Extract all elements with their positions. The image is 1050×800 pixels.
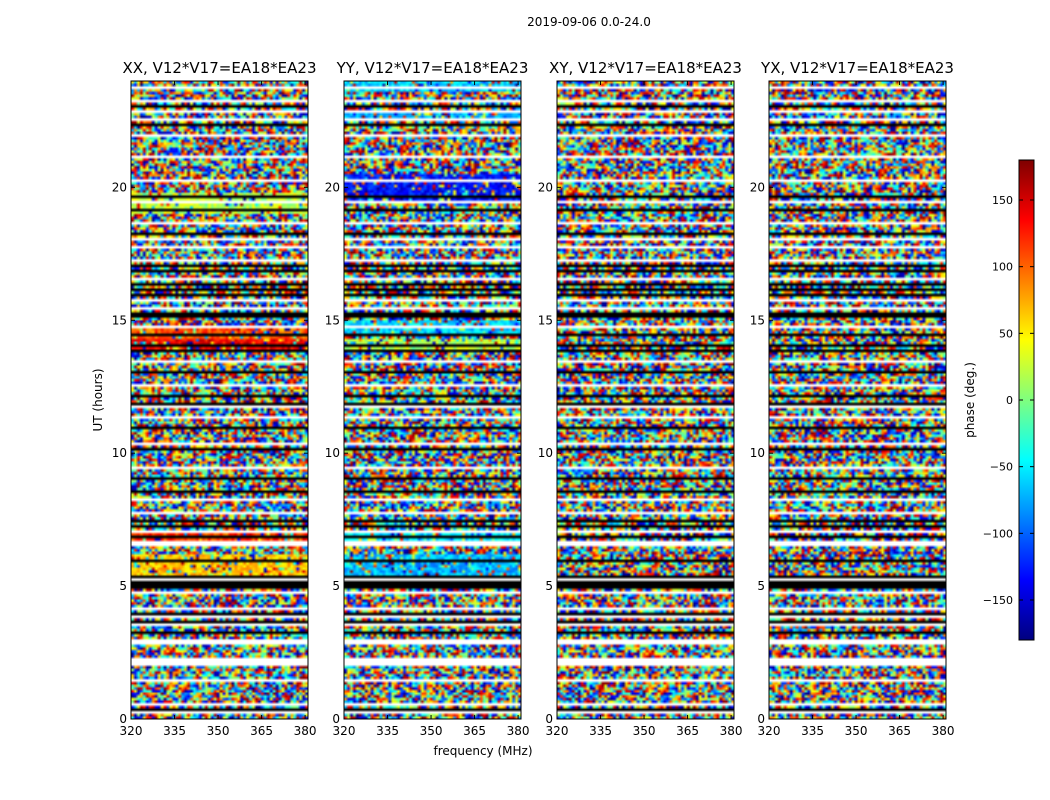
- plot-frame: [343, 80, 522, 720]
- x-tick-label: 380: [507, 724, 530, 738]
- panel-xx: XX, V12*V17=EA18*EA23 320 335 350 365 380 0 5 10…: [112, 59, 317, 738]
- panel-title: XY, V12*V17=EA18*EA23: [549, 59, 742, 77]
- heatmap-image: [557, 81, 734, 719]
- plot-frame: [768, 80, 947, 720]
- panel-yy: YY, V12*V17=EA18*EA23 320 335 350 365 380 0 5 10…: [325, 59, 530, 738]
- y-tick-label: 20: [750, 180, 765, 194]
- x-tick-label: 365: [888, 724, 911, 738]
- x-tick-label: 335: [376, 724, 399, 738]
- x-tick-label: 320: [120, 724, 143, 738]
- y-tick-label: 5: [119, 579, 127, 593]
- colorbar-tick-label: −100: [983, 527, 1013, 540]
- colorbar-ticks: 150 100 50 0 −50 −100 −150: [983, 194, 1034, 607]
- plot-frame: [130, 80, 309, 720]
- x-tick-label: 320: [546, 724, 569, 738]
- figure-suptitle: 2019-09-06 0.0-24.0: [527, 15, 651, 29]
- x-tick-label: 350: [420, 724, 443, 738]
- y-tick-label: 5: [332, 579, 340, 593]
- colorbar-tick-label: 50: [999, 327, 1013, 340]
- panels: XX, V12*V17=EA18*EA23 320 335 350 365 380 0 5 10…: [112, 59, 955, 738]
- y-tick-label: 5: [757, 579, 765, 593]
- x-tick-label: 350: [633, 724, 656, 738]
- y-axis-label: UT (hours): [91, 368, 105, 431]
- y-tick-label: 20: [538, 180, 553, 194]
- x-tick-label: 380: [294, 724, 317, 738]
- panel-title: YY, V12*V17=EA18*EA23: [336, 59, 529, 77]
- y-tick-label: 0: [757, 712, 765, 726]
- x-tick-label: 380: [720, 724, 743, 738]
- y-tick-label: 20: [112, 180, 127, 194]
- x-tick-label: 365: [676, 724, 699, 738]
- heatmap-image: [344, 81, 521, 719]
- y-tick-label: 0: [119, 712, 127, 726]
- colorbar-tick-label: 150: [992, 194, 1013, 207]
- y-tick-label: 10: [750, 446, 765, 460]
- y-tick-label: 10: [538, 446, 553, 460]
- y-tick-label: 15: [112, 313, 127, 327]
- colorbar-label: phase (deg.): [963, 362, 977, 438]
- y-tick-label: 15: [538, 313, 553, 327]
- plot-frame: [556, 80, 735, 720]
- heatmap-image: [131, 81, 308, 719]
- y-tick-label: 15: [325, 313, 340, 327]
- x-tick-label: 380: [932, 724, 955, 738]
- panel-title: YX, V12*V17=EA18*EA23: [760, 59, 954, 77]
- panel-title: XX, V12*V17=EA18*EA23: [122, 59, 316, 77]
- x-tick-label: 350: [845, 724, 868, 738]
- panel-yx: YX, V12*V17=EA18*EA23 320 335 350 365 380 0 5 10…: [750, 59, 955, 738]
- x-tick-label: 365: [463, 724, 486, 738]
- x-tick-label: 320: [333, 724, 356, 738]
- panel-xy: XY, V12*V17=EA18*EA23 320 335 350 365 380 0 5 10…: [538, 59, 743, 738]
- x-tick-label: 335: [163, 724, 186, 738]
- colorbar: 150 100 50 0 −50 −100 −150 phase (deg.): [963, 159, 1035, 641]
- colorbar-tick-label: −50: [990, 461, 1013, 474]
- x-tick-label: 335: [589, 724, 612, 738]
- x-tick-label: 365: [250, 724, 273, 738]
- y-tick-label: 0: [545, 712, 553, 726]
- y-tick-label: 15: [750, 313, 765, 327]
- y-tick-label: 10: [325, 446, 340, 460]
- x-tick-label: 320: [758, 724, 781, 738]
- heatmap-image: [769, 81, 946, 719]
- y-tick-label: 0: [332, 712, 340, 726]
- colorbar-tick-label: 100: [992, 261, 1013, 274]
- colorbar-tick-label: 0: [1006, 394, 1013, 407]
- y-tick-label: 10: [112, 446, 127, 460]
- x-tick-label: 335: [801, 724, 824, 738]
- y-tick-label: 5: [545, 579, 553, 593]
- colorbar-tick-label: −150: [983, 594, 1013, 607]
- x-tick-label: 350: [207, 724, 230, 738]
- y-tick-label: 20: [325, 180, 340, 194]
- x-axis-label: frequency (MHz): [433, 744, 532, 758]
